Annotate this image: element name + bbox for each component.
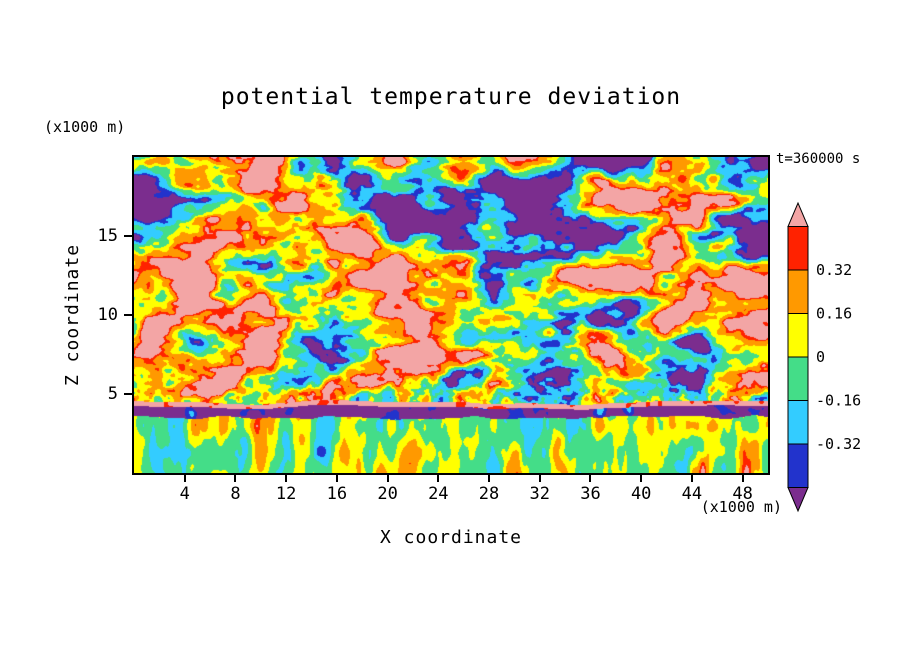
colorbar-segment bbox=[787, 313, 809, 358]
z-tick bbox=[124, 314, 132, 316]
colorbar-segment bbox=[787, 400, 809, 445]
x-tick bbox=[285, 475, 288, 482]
x-tick bbox=[335, 475, 338, 482]
colorbar-label: 0.32 bbox=[816, 261, 852, 279]
x-tick-label: 40 bbox=[630, 484, 652, 504]
z-tick bbox=[124, 393, 132, 395]
z-axis-ticks: 5 10 15 bbox=[80, 157, 132, 473]
x-tick bbox=[488, 475, 491, 482]
x-tick bbox=[437, 475, 440, 482]
x-axis-title: X coordinate bbox=[379, 527, 523, 548]
time-annotation: t=360000 s bbox=[776, 151, 861, 167]
colorbar-label: 0 bbox=[816, 348, 825, 366]
colorbar-label: 0.16 bbox=[816, 305, 852, 323]
colorbar-segment bbox=[787, 226, 809, 271]
contour-field-canvas bbox=[134, 157, 768, 473]
x-tick bbox=[386, 475, 389, 482]
x-tick-label: 36 bbox=[580, 484, 601, 504]
x-tick bbox=[538, 475, 541, 482]
chart-title: potential temperature deviation bbox=[220, 84, 682, 110]
plot-area bbox=[132, 155, 770, 475]
x-tick-label: 12 bbox=[275, 484, 297, 504]
x-tick-label: 4 bbox=[179, 484, 190, 504]
x-tick-label: 44 bbox=[681, 484, 703, 504]
colorbar-segment bbox=[787, 356, 809, 401]
z-axis-unit-label: (x1000 m) bbox=[44, 118, 126, 136]
z-tick-label: 5 bbox=[107, 384, 118, 404]
x-tick bbox=[589, 475, 592, 482]
x-tick-label: 16 bbox=[326, 484, 348, 504]
colorbar-top-arrow bbox=[787, 201, 809, 227]
x-tick-label: 24 bbox=[428, 484, 449, 504]
colorbar-segment bbox=[787, 443, 809, 488]
x-tick bbox=[234, 475, 237, 482]
x-tick bbox=[183, 475, 186, 482]
x-tick bbox=[640, 475, 643, 482]
colorbar-segment bbox=[787, 269, 809, 314]
x-tick-label: 8 bbox=[230, 484, 241, 504]
x-axis-unit-label: (x1000 m) bbox=[700, 498, 782, 516]
x-tick-label: 32 bbox=[529, 484, 550, 504]
z-tick-label: 10 bbox=[97, 305, 118, 325]
x-tick-label: 48 bbox=[732, 484, 753, 504]
x-tick-label: 20 bbox=[377, 484, 398, 504]
x-axis-ticks: 4 8 12 16 20 24 28 32 36 40 44 48 bbox=[134, 475, 768, 507]
colorbar-label: -0.32 bbox=[816, 435, 861, 453]
x-tick-label: 28 bbox=[478, 484, 500, 504]
colorbar-bottom-arrow bbox=[787, 487, 809, 513]
colorbar: 0.32 0.16 0 -0.16 -0.32 bbox=[782, 198, 894, 523]
x-tick bbox=[690, 475, 693, 482]
x-tick bbox=[741, 475, 744, 482]
z-tick-label: 15 bbox=[97, 226, 118, 246]
colorbar-label: -0.16 bbox=[816, 392, 861, 410]
z-tick bbox=[124, 235, 132, 237]
